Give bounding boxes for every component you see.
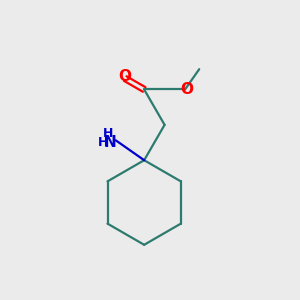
Text: H: H	[103, 128, 114, 140]
Text: O: O	[180, 82, 193, 97]
Text: H: H	[98, 136, 109, 149]
Text: N: N	[104, 135, 117, 150]
Text: O: O	[119, 69, 132, 84]
